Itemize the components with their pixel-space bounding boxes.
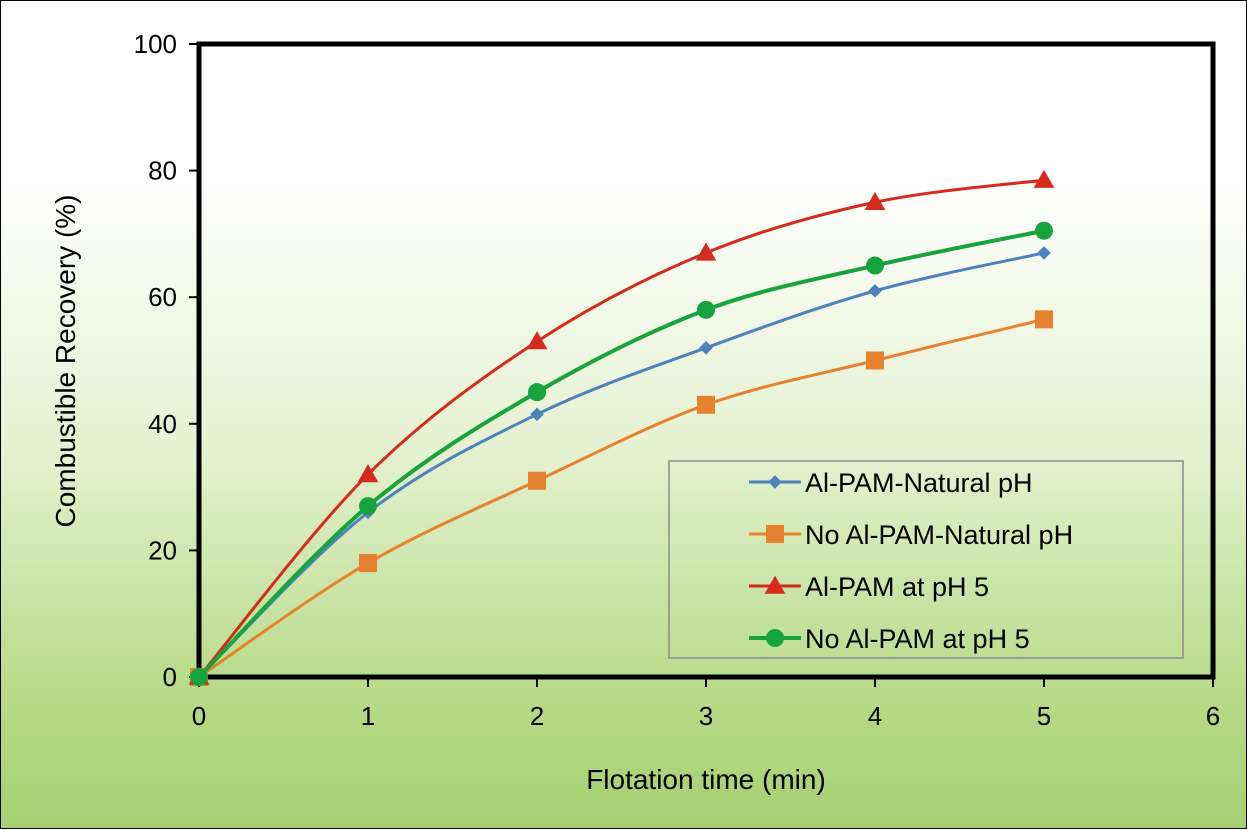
data-point [528, 471, 546, 490]
y-tick-label: 20 [148, 535, 177, 565]
y-tick-label: 40 [148, 409, 177, 439]
legend-marker [766, 629, 784, 647]
legend-marker [766, 525, 784, 543]
data-point [530, 407, 544, 422]
y-tick-label: 100 [134, 29, 177, 59]
x-tick-label: 6 [1206, 701, 1220, 731]
data-point [697, 395, 715, 414]
x-tick-label: 1 [361, 701, 375, 731]
data-point [697, 300, 715, 319]
data-point [699, 341, 713, 355]
series-line [197, 251, 1045, 679]
data-point [526, 331, 548, 350]
x-tick-label: 5 [1037, 701, 1051, 731]
x-tick-label: 0 [192, 701, 206, 731]
data-point [190, 668, 208, 686]
data-point [866, 351, 884, 370]
series-line [197, 178, 1045, 678]
legend-label: No Al-PAM-Natural pH [805, 520, 1073, 550]
y-tick-label: 0 [163, 662, 177, 692]
legend-label: Al-PAM at pH 5 [805, 572, 989, 602]
plot-area-border [196, 41, 1216, 680]
series-line [197, 228, 1045, 679]
data-point [359, 554, 377, 573]
series-diamond [192, 246, 1051, 684]
legend-label: Al-PAM-Natural pH [805, 468, 1033, 498]
data-point [868, 284, 882, 298]
series-line [198, 317, 1045, 679]
legend-label: No Al-PAM at pH 5 [805, 624, 1030, 654]
y-tick-label: 80 [148, 156, 177, 186]
series-triangle [188, 169, 1055, 685]
legend-marker [764, 575, 786, 594]
legend-marker [768, 475, 782, 489]
data-point [357, 464, 379, 483]
data-point [866, 256, 884, 275]
data-point [695, 242, 717, 261]
x-axis-title: Flotation time (min) [586, 764, 826, 795]
legend-entry: Al-PAM-Natural pH [749, 468, 1033, 498]
legend-entry: No Al-PAM at pH 5 [749, 624, 1030, 654]
data-point [1037, 246, 1051, 260]
data-point [359, 497, 377, 516]
y-axis-title: Combustible Recovery (%) [50, 195, 81, 528]
series-lines [188, 169, 1055, 686]
legend: Al-PAM-Natural pH No Al-PAM-Natural pH Al-… [668, 460, 1184, 659]
legend-entry: Al-PAM at pH 5 [749, 572, 989, 602]
data-point [1035, 310, 1053, 329]
data-point [528, 383, 546, 402]
legend-box [668, 460, 1184, 659]
data-point [1035, 221, 1053, 240]
y-tick-label: 60 [148, 282, 177, 312]
data-point [1033, 169, 1055, 188]
x-tick-label: 4 [868, 701, 882, 731]
x-tick-label: 3 [699, 701, 713, 731]
data-point [864, 191, 886, 211]
x-tick-label: 2 [530, 701, 544, 731]
legend-entry: No Al-PAM-Natural pH [749, 520, 1073, 550]
series-circle [190, 221, 1053, 686]
